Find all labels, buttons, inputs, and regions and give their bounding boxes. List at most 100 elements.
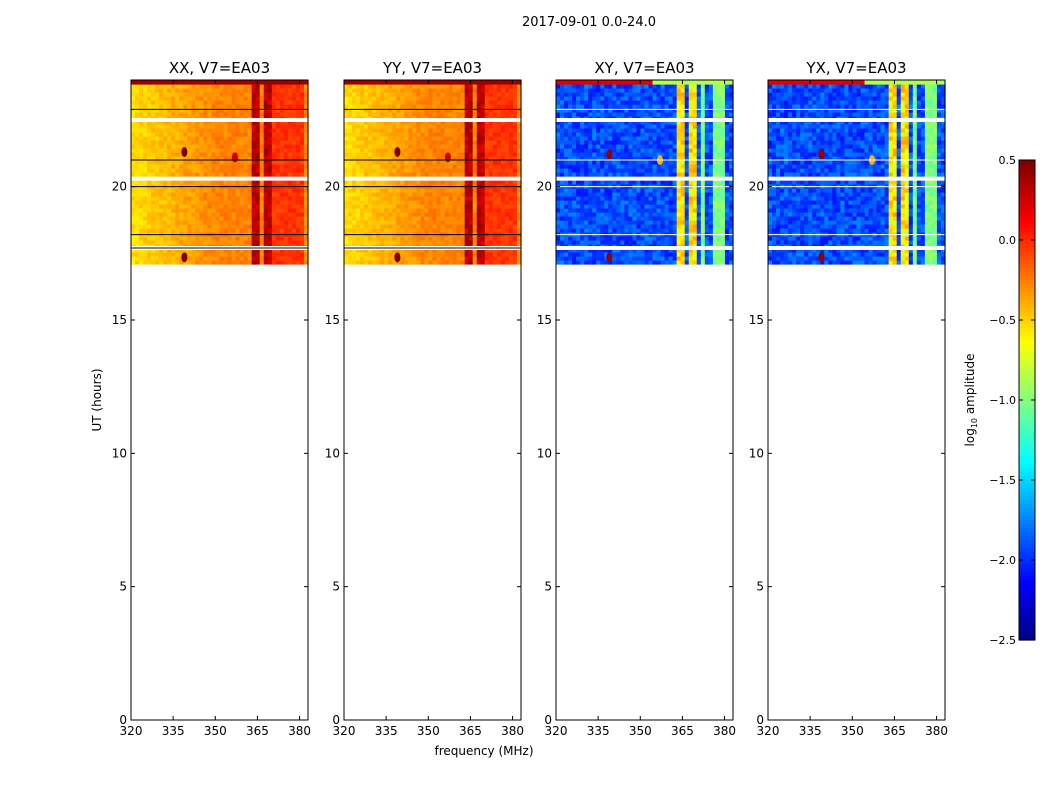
heatmap-cell [436,88,442,93]
heatmap-cell [143,80,148,85]
heatmap-cell [412,240,418,245]
heatmap-cell [215,108,221,113]
heatmap-cell [183,144,188,149]
heatmap-cell [620,88,625,93]
heatmap-cell [500,220,506,225]
heatmap-cell [299,148,305,153]
heatmap-cell [231,256,237,261]
heatmap-cell [424,152,430,157]
heatmap-cell [271,132,277,137]
heatmap-cell [408,236,413,241]
heatmap-cell [436,240,442,245]
heatmap-cell [444,160,450,165]
heatmap-cell [263,100,269,105]
heatmap-cell [576,248,581,253]
heatmap-cell [472,252,478,257]
heatmap-cell [215,240,221,245]
heatmap-cell [516,84,522,89]
heatmap-cell [179,144,184,149]
heatmap-cell [227,80,233,85]
heatmap-cell [231,196,237,201]
heatmap-cell [376,248,381,253]
heatmap-cell [299,156,305,161]
heatmap-cell [167,120,172,125]
heatmap-cell [368,248,373,253]
heatmap-cell [227,156,233,161]
heatmap-cell [279,104,285,109]
heatmap-cell [303,100,309,105]
heatmap-cell [580,96,585,101]
heatmap-cell [468,132,474,137]
heatmap-cell [408,196,413,201]
heatmap-cell [219,172,225,177]
heatmap-cell [211,172,217,177]
heatmap-cell [480,104,486,109]
heatmap-cell [372,84,377,89]
heatmap-cell [235,148,241,153]
heatmap-cell [303,84,309,89]
heatmap-cell [380,112,385,117]
heatmap-cell [480,248,486,253]
heatmap-cell [191,160,196,165]
heatmap-cell [452,92,458,97]
heatmap-cell [412,136,418,141]
heatmap-cell [396,112,401,117]
heatmap-cell [596,180,601,185]
heatmap-cell [600,112,605,117]
heatmap-cell [271,188,277,193]
heatmap-cell [416,200,422,205]
heatmap-cell [584,96,589,101]
heatmap-cell [444,84,450,89]
heatmap-cell [211,156,217,161]
heatmap-cell [428,208,434,213]
heatmap-cell [508,144,514,149]
heatmap-cell [592,248,597,253]
heatmap-cell [624,160,630,165]
heatmap-cell [151,100,156,105]
heatmap-cell [464,112,470,117]
heatmap-cell [628,212,634,217]
heatmap-cell [448,108,454,113]
heatmap-cell [139,148,144,153]
heatmap-cell [251,132,257,137]
heatmap-cell [512,88,518,93]
heatmap-cell [580,144,585,149]
heatmap-cell [420,200,426,205]
heatmap-cell [211,212,217,217]
heatmap-cell [480,124,486,129]
heatmap-cell [408,188,413,193]
heatmap-cell [344,204,349,209]
heatmap-cell [287,204,293,209]
heatmap-cell [564,124,569,129]
heatmap-cell [612,132,617,137]
heatmap-cell [572,192,577,197]
heatmap-cell [456,260,462,265]
heatmap-cell [239,216,245,221]
heatmap-cell [428,96,434,101]
heatmap-cell [620,80,625,85]
heatmap-cell [412,168,418,173]
heatmap-cell [556,80,561,85]
heatmap-cell [476,84,482,89]
heatmap-cell [428,124,434,129]
heatmap-cell [380,120,385,125]
heatmap-cell [584,220,589,225]
heatmap-cell [239,192,245,197]
heatmap-cell [155,136,160,141]
heatmap-cell [275,216,281,221]
heatmap-cell [456,208,462,213]
heatmap-cell [440,216,446,221]
heatmap-cell [356,112,361,117]
heatmap-cell [291,168,297,173]
heatmap-cell [231,148,237,153]
heatmap-cell [344,248,349,253]
heatmap-cell [408,204,413,209]
heatmap-cell [275,88,281,93]
heatmap-cell [460,100,466,105]
heatmap-cell [360,172,365,177]
heatmap-cell [572,100,577,105]
heatmap-cell [171,104,176,109]
heatmap-cell [616,260,621,265]
heatmap-cell [131,172,136,177]
heatmap-cell [219,192,225,197]
